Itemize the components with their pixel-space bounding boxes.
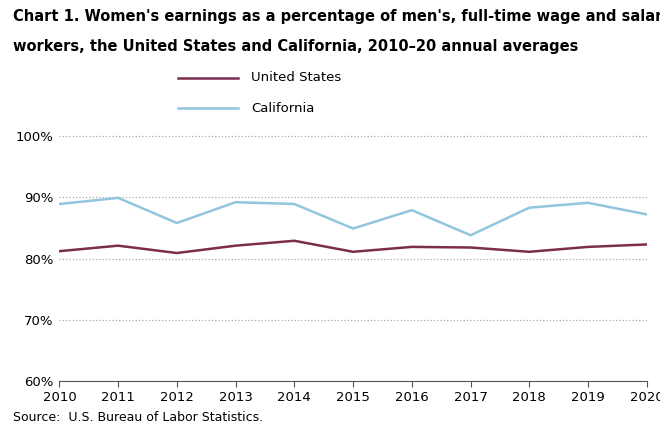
Text: Source:  U.S. Bureau of Labor Statistics.: Source: U.S. Bureau of Labor Statistics. (13, 411, 263, 424)
Text: Chart 1. Women's earnings as a percentage of men's, full-time wage and salary: Chart 1. Women's earnings as a percentag… (13, 9, 660, 24)
Text: United States: United States (251, 71, 341, 84)
Text: workers, the United States and California, 2010–20 annual averages: workers, the United States and Californi… (13, 39, 579, 54)
Text: California: California (251, 102, 314, 115)
